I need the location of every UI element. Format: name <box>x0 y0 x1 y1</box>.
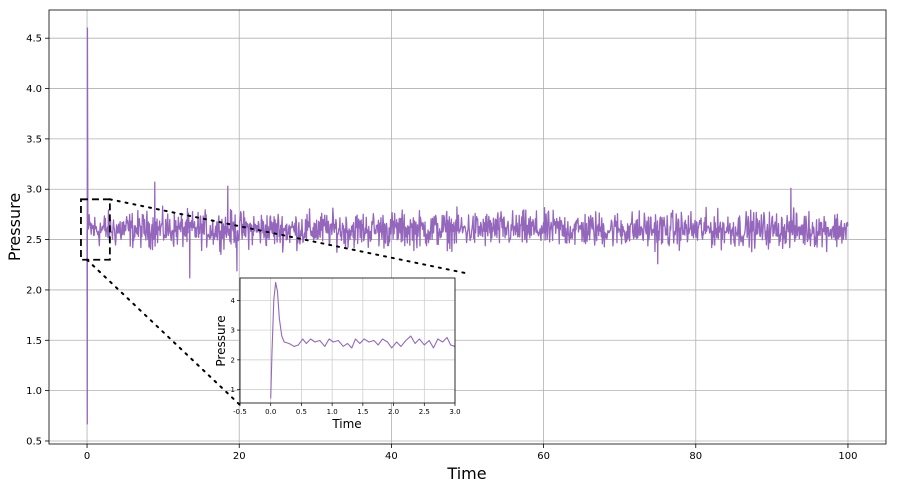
main-x-tick-label: 80 <box>689 451 702 462</box>
zoom-connector-top <box>108 198 471 275</box>
zoom-connector-bottom <box>85 258 241 406</box>
inset-x-tick-label: 1.0 <box>327 408 338 416</box>
main-y-tick-label: 2.0 <box>26 285 42 296</box>
main-series-layer <box>86 27 849 425</box>
main-x-axis-label: Time <box>446 464 486 483</box>
inset-x-tick-label: 0.0 <box>265 408 276 416</box>
zoom-indicator <box>80 198 471 406</box>
inset-y-axis-label: Pressure <box>214 315 228 366</box>
main-x-tick-label: 0 <box>84 451 90 462</box>
inset-x-tick-label: 3.0 <box>449 408 460 416</box>
main-x-ticks: 0 20 40 60 80 100 <box>84 444 858 462</box>
main-y-tick-label: 1.5 <box>26 336 42 347</box>
inset-x-ticks: -0.5 0.0 0.5 1.0 1.5 2.0 2.5 3.0 <box>233 403 461 416</box>
inset-x-tick-label: 2.0 <box>388 408 399 416</box>
main-y-tick-label: 3.0 <box>26 185 42 196</box>
inset-axes-frame <box>239 277 456 404</box>
main-gridlines <box>49 10 886 444</box>
main-y-tick-label: 2.5 <box>26 235 42 246</box>
inset-pressure-line <box>270 281 456 399</box>
main-x-tick-label: 40 <box>385 451 398 462</box>
zoom-box <box>80 198 111 261</box>
inset-x-tick-label: 0.5 <box>296 408 307 416</box>
inset-y-tick-label: 2 <box>231 356 235 364</box>
main-y-tick-label: 4.0 <box>26 84 42 95</box>
main-x-tick-label: 20 <box>233 451 246 462</box>
inset-background <box>240 278 455 403</box>
main-pressure-line <box>86 27 849 425</box>
inset-y-tick-label: 3 <box>231 327 235 335</box>
inset-y-tick-label: 4 <box>231 297 236 305</box>
main-y-tick-label: 4.5 <box>26 34 42 45</box>
inset-x-axis-label: Time <box>331 417 361 431</box>
inset-y-ticks: 1 2 3 4 <box>231 297 240 394</box>
main-x-tick-label: 100 <box>838 451 857 462</box>
inset-series-layer <box>270 281 456 399</box>
main-y-ticks: 0.5 1.0 1.5 2.0 2.5 3.0 3.5 4.0 4.5 <box>26 34 49 447</box>
inset-x-tick-label: -0.5 <box>233 408 247 416</box>
inset-y-tick-label: 1 <box>231 386 235 394</box>
main-y-tick-label: 1.0 <box>26 386 42 397</box>
main-axes-frame <box>48 9 887 445</box>
main-y-tick-label: 0.5 <box>26 436 42 447</box>
main-y-axis-label: Pressure <box>5 193 24 261</box>
inset-x-tick-label: 2.5 <box>419 408 430 416</box>
inset-x-tick-label: 1.5 <box>357 408 368 416</box>
main-x-tick-label: 60 <box>537 451 550 462</box>
main-y-tick-label: 3.5 <box>26 134 42 145</box>
